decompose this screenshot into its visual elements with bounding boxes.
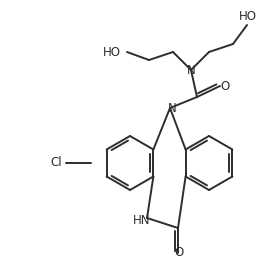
Text: O: O (174, 247, 184, 260)
Text: Cl: Cl (50, 156, 62, 170)
Text: HO: HO (239, 10, 257, 23)
Text: N: N (168, 102, 176, 114)
Text: HN: HN (133, 213, 151, 227)
Text: O: O (220, 81, 230, 93)
Text: N: N (187, 64, 195, 76)
Text: HO: HO (103, 46, 121, 60)
